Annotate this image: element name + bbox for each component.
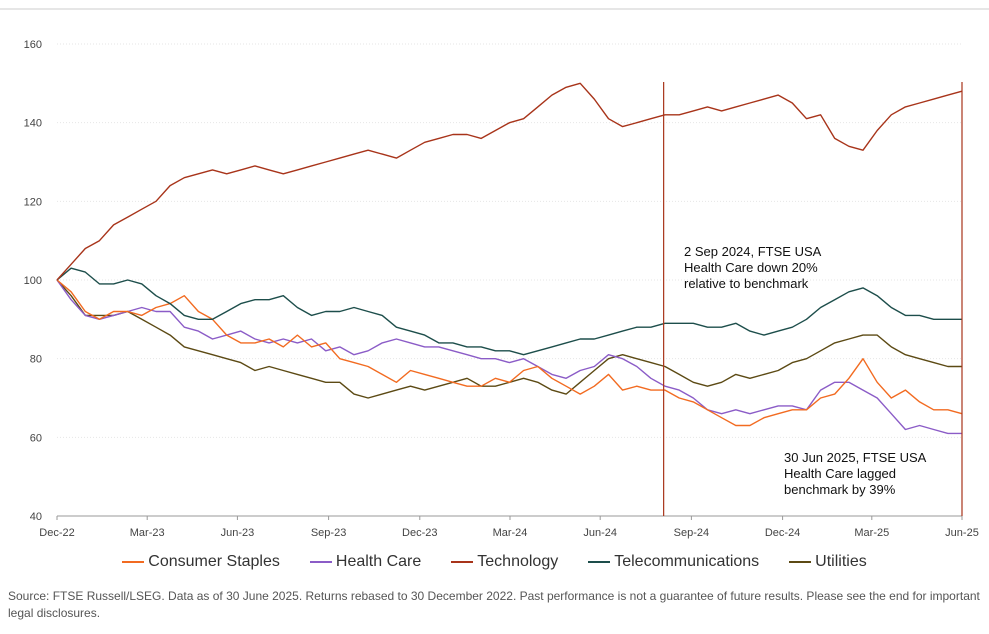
annotation-text: 30 Jun 2025, FTSE USA (784, 450, 927, 465)
x-tick-label: Jun-24 (583, 527, 617, 539)
legend-label-health-care: Health Care (335, 553, 422, 570)
y-axis: 40 60 80 100 120 140 160 (24, 39, 42, 523)
y-tick-label: 40 (30, 511, 42, 523)
legend-label-utilities: Utilities (815, 553, 867, 570)
legend: Consumer Staples Health Care Technology … (0, 553, 989, 571)
y-tick-label: 140 (24, 118, 42, 130)
x-tick-label: Mar-24 (493, 527, 528, 539)
annotation-text: Health Care down 20% (684, 260, 818, 275)
legend-label-telecommunications: Telecommunications (614, 553, 760, 570)
series-line-technology (56, 82, 963, 281)
annotation-text: benchmark by 39% (784, 482, 896, 497)
x-tick-label: Sep-23 (311, 527, 346, 539)
series-line-health-care (56, 279, 962, 435)
x-tick-label: Dec-24 (765, 527, 800, 539)
y-tick-label: 120 (24, 196, 42, 208)
legend-swatch-consumer-staples (122, 561, 145, 563)
series-line-consumer-staples (56, 279, 963, 427)
series-lines (56, 82, 963, 435)
legend-label-consumer-staples: Consumer Staples (148, 553, 280, 570)
legend-item-telecommunications: Telecommunications (588, 553, 759, 571)
legend-swatch-technology (451, 561, 474, 563)
x-tick-label: Dec-23 (402, 527, 437, 539)
legend-item-health-care: Health Care (309, 553, 422, 571)
x-tick-label: Sep-24 (674, 527, 709, 539)
y-tick-label: 160 (24, 39, 42, 51)
x-tick-label: Mar-23 (130, 527, 165, 539)
legend-swatch-utilities (789, 561, 812, 563)
x-tick-label: Jun-25 (945, 527, 979, 539)
x-tick-label: Jun-23 (221, 527, 255, 539)
x-tick-label: Mar-25 (854, 527, 889, 539)
annotation-text: Health Care lagged (784, 466, 896, 481)
legend-label-technology: Technology (477, 553, 559, 570)
annotation-text: 2 Sep 2024, FTSE USA (684, 244, 822, 259)
y-tick-label: 100 (24, 275, 42, 287)
legend-swatch-telecommunications (588, 561, 611, 563)
y-tick-label: 80 (30, 354, 42, 366)
y-tick-label: 60 (30, 432, 42, 444)
x-axis: Dec-22 Mar-23 Jun-23 Sep-23 Dec-23 Mar-24 Jun-… (39, 515, 979, 539)
line-chart: 40 60 80 100 120 140 160 Dec-22 Mar-23 Jun-23 Sep… (0, 8, 989, 539)
legend-item-utilities: Utilities (789, 553, 867, 571)
annotation-text: relative to benchmark (684, 276, 809, 291)
x-tick-label: Dec-22 (39, 527, 74, 539)
legend-swatch-health-care (309, 561, 332, 563)
gridlines (57, 43, 962, 438)
legend-item-technology: Technology (451, 553, 558, 571)
source-note: Source: FTSE Russell/LSEG. Data as of 30… (8, 589, 980, 620)
legend-item-consumer-staples: Consumer Staples (122, 553, 280, 571)
series-line-telecommunications (56, 267, 962, 356)
series-line-utilities (56, 279, 962, 399)
